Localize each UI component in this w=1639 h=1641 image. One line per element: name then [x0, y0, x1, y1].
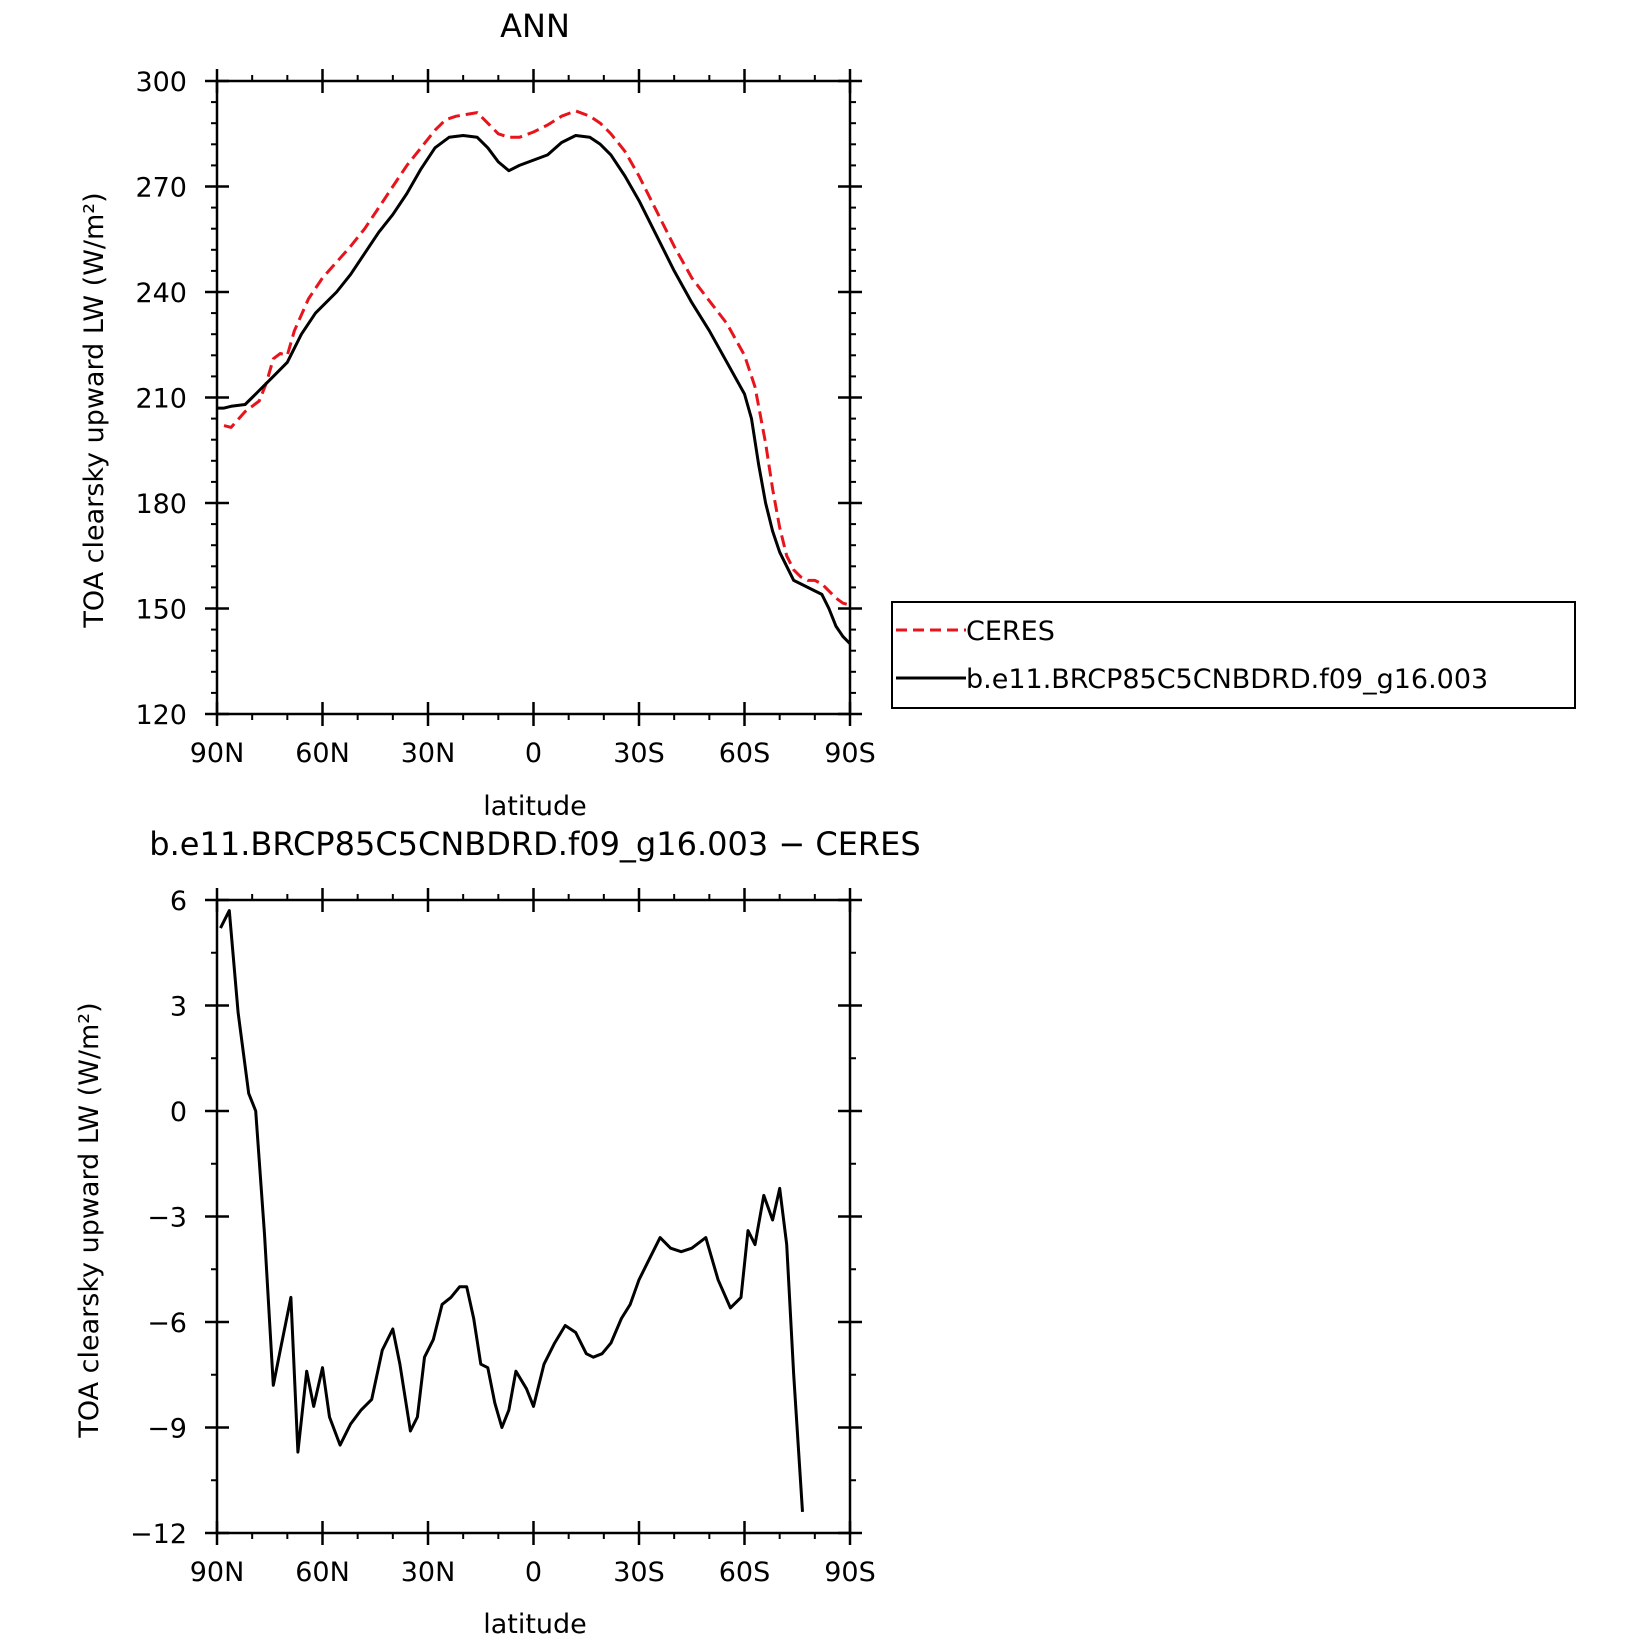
bottom-panel-title: b.e11.BRCP85C5CNBDRD.f09_g16.003 − CERES: [149, 825, 920, 863]
legend-box: [891, 601, 1576, 709]
bottom-x-axis-label: latitude: [483, 1609, 587, 1640]
top-y-tick-label: 210: [135, 384, 187, 415]
top-series-line-ceres: [223, 109, 851, 607]
bottom-plot-frame: [215, 898, 852, 1535]
bottom-y-tick-label: −3: [147, 1203, 187, 1234]
top-x-axis-label: latitude: [483, 791, 587, 822]
top-y-tick-label: 270: [135, 173, 187, 204]
top-series-line-model: [217, 134, 852, 645]
top-x-tick-label: 30S: [613, 738, 665, 769]
bottom-x-tick-label: 60N: [295, 1557, 350, 1588]
top-panel: ANN 90N 60N 30N 0 30S 60S 90S 120 150 180 210 240 27…: [79, 7, 1576, 822]
bottom-x-tick-label: 30N: [401, 1557, 456, 1588]
top-y-tick-label: 120: [135, 700, 187, 731]
legend-label-ceres: CERES: [966, 616, 1055, 647]
top-y-tick-label: 240: [135, 278, 187, 309]
bottom-plot-area: 90N 60N 30N 0 30S 60S 90S −12 −9 −6 −3 0 3 6: [130, 886, 876, 1588]
bottom-y-axis-label: TOA clearsky upward LW (W/m²): [74, 1002, 105, 1438]
bottom-x-tick-label: 90N: [190, 1557, 245, 1588]
top-y-tick-label: 180: [135, 489, 187, 520]
bottom-x-tick-label: 30S: [613, 1557, 665, 1588]
bottom-series-line-model: [219, 909, 804, 1512]
top-x-tick-label: 90N: [190, 738, 245, 769]
bottom-y-tick-label: 6: [170, 886, 187, 917]
bottom-x-tick-label: 60S: [719, 1557, 771, 1588]
bottom-y-tick-label: 3: [170, 992, 187, 1023]
top-y-axis-label: TOA clearsky upward LW (W/m²): [79, 192, 110, 628]
bottom-panel: b.e11.BRCP85C5CNBDRD.f09_g16.003 − CERES…: [74, 825, 921, 1640]
top-y-tick-label: 300: [135, 67, 187, 98]
bottom-y-tick-label: 0: [170, 1097, 187, 1128]
top-y-tick-label: 150: [135, 595, 187, 626]
bottom-y-tick-label: −9: [147, 1414, 187, 1445]
top-plot-frame: [215, 79, 852, 716]
top-x-tick-label: 90S: [824, 738, 876, 769]
top-panel-title: ANN: [500, 7, 570, 45]
bottom-x-tick-label: 0: [525, 1557, 542, 1588]
bottom-x-tick-label: 90S: [824, 1557, 876, 1588]
top-x-tick-label: 60S: [719, 738, 771, 769]
top-plot-area: 90N 60N 30N 0 30S 60S 90S 120 150 180 210 240 270 300: [135, 67, 875, 769]
bottom-y-tick-label: −12: [130, 1519, 187, 1550]
top-x-tick-label: 0: [525, 738, 542, 769]
legend-label-model: b.e11.BRCP85C5CNBDRD.f09_g16.003: [966, 664, 1488, 695]
top-x-tick-label: 60N: [295, 738, 350, 769]
legend: CERES b.e11.BRCP85C5CNBDRD.f09_g16.003: [891, 601, 1576, 709]
bottom-y-tick-label: −6: [147, 1308, 187, 1339]
top-x-tick-label: 30N: [401, 738, 456, 769]
